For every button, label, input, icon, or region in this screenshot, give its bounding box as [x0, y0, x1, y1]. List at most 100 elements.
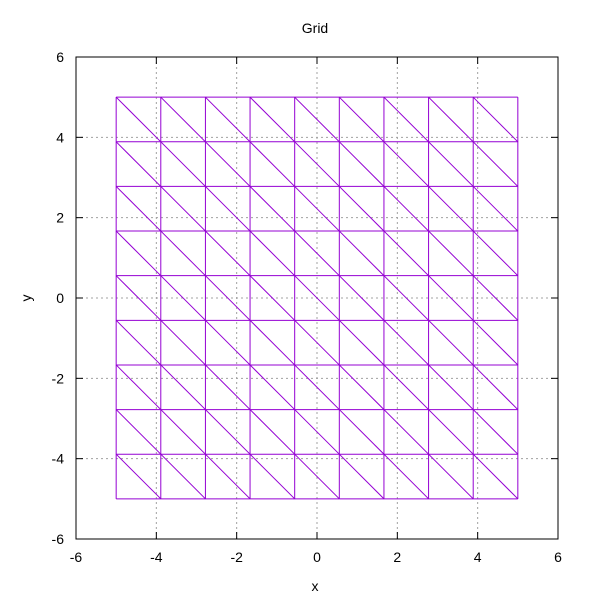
y-tick-label-3: 0: [56, 290, 64, 306]
y-tick-label-0: -6: [52, 531, 65, 547]
mesh-diagonal-7-7: [428, 141, 474, 187]
mesh-diagonal-1-7: [160, 141, 206, 187]
mesh-diagonal-7-8: [428, 96, 474, 143]
mesh-diagonal-0-6: [115, 186, 162, 232]
mesh-diagonal-8-0: [472, 453, 519, 500]
grid-lines: [76, 57, 558, 539]
mesh-diagonal-0-8: [115, 96, 162, 143]
mesh-diagonal-1-4: [160, 275, 206, 321]
mesh-diagonal-7-0: [428, 453, 474, 500]
mesh-diagonal-2-3: [205, 319, 251, 366]
mesh-diagonal-5-4: [338, 275, 385, 321]
mesh-diagonal-6-8: [383, 96, 429, 143]
mesh-diagonal-0-3: [115, 319, 162, 366]
mesh-diagonal-3-2: [249, 364, 296, 410]
mesh-diagonal-1-1: [160, 409, 206, 455]
x-tick-label-5: 4: [474, 549, 482, 565]
mesh-diagonal-8-1: [472, 409, 519, 455]
mesh: [115, 96, 519, 500]
mesh-diagonal-6-0: [383, 453, 429, 500]
mesh-diagonal-3-0: [249, 453, 296, 500]
mesh-diagonal-3-4: [249, 275, 296, 321]
mesh-diagonal-1-8: [160, 96, 206, 143]
mesh-diagonal-4-5: [294, 230, 340, 277]
mesh-diagonal-4-8: [294, 96, 340, 143]
mesh-diagonal-4-3: [294, 319, 340, 366]
mesh-diagonal-6-4: [383, 275, 429, 321]
axis-ticks: [75, 56, 559, 540]
mesh-diagonal-5-2: [338, 364, 385, 410]
x-tick-label-6: 6: [554, 549, 562, 565]
y-tick-label-4: 2: [56, 210, 64, 226]
mesh-diagonal-7-4: [428, 275, 474, 321]
mesh-diagonal-0-0: [115, 453, 162, 500]
mesh-diagonal-5-5: [338, 230, 385, 277]
mesh-diagonal-6-2: [383, 364, 429, 410]
mesh-diagonal-0-2: [115, 364, 162, 410]
mesh-diagonal-3-5: [249, 230, 296, 277]
mesh-diagonal-6-7: [383, 141, 429, 187]
mesh-diagonal-2-1: [205, 409, 251, 455]
mesh-diagonal-4-6: [294, 186, 340, 232]
mesh-diagonal-7-5: [428, 230, 474, 277]
x-tick-label-1: -4: [150, 549, 163, 565]
mesh-diagonal-3-8: [249, 96, 296, 143]
y-tick-label-5: 4: [56, 129, 64, 145]
x-tick-label-3: 0: [313, 549, 321, 565]
mesh-diagonal-4-1: [294, 409, 340, 455]
mesh-diagonal-6-3: [383, 319, 429, 366]
x-tick-label-2: -2: [230, 549, 243, 565]
mesh-diagonal-2-2: [205, 364, 251, 410]
mesh-diagonal-6-5: [383, 230, 429, 277]
mesh-diagonal-2-6: [205, 186, 251, 232]
x-axis-label: x: [312, 578, 319, 594]
mesh-diagonal-3-7: [249, 141, 296, 187]
mesh-diagonal-2-5: [205, 230, 251, 277]
chart-title: Grid: [302, 20, 328, 36]
mesh-diagonal-0-5: [115, 230, 162, 277]
mesh-diagonal-7-1: [428, 409, 474, 455]
mesh-diagonal-8-4: [472, 275, 519, 321]
mesh-diagonal-8-2: [472, 364, 519, 410]
mesh-diagonal-7-6: [428, 186, 474, 232]
mesh-diagonal-5-6: [338, 186, 385, 232]
mesh-diagonal-4-7: [294, 141, 340, 187]
mesh-diagonal-3-6: [249, 186, 296, 232]
mesh-diagonal-8-7: [472, 141, 519, 187]
mesh-diagonal-1-3: [160, 319, 206, 366]
mesh-diagonal-4-0: [294, 453, 340, 500]
mesh-diagonal-2-8: [205, 96, 251, 143]
mesh-diagonal-2-0: [205, 453, 251, 500]
mesh-diagonal-2-4: [205, 275, 251, 321]
mesh-diagonal-4-2: [294, 364, 340, 410]
mesh-diagonal-5-3: [338, 319, 385, 366]
mesh-diagonal-3-1: [249, 409, 296, 455]
mesh-diagonal-7-2: [428, 364, 474, 410]
y-tick-label-6: 6: [56, 49, 64, 65]
y-axis-label: y: [18, 295, 34, 302]
mesh-diagonal-3-3: [249, 319, 296, 366]
x-tick-label-0: -6: [70, 549, 83, 565]
mesh-diagonal-6-6: [383, 186, 429, 232]
mesh-diagonal-0-7: [115, 141, 162, 187]
mesh-diagonal-5-7: [338, 141, 385, 187]
mesh-diagonal-7-3: [428, 319, 474, 366]
mesh-diagonal-1-2: [160, 364, 206, 410]
mesh-diagonal-2-7: [205, 141, 251, 187]
mesh-diagonal-5-1: [338, 409, 385, 455]
mesh-diagonal-0-1: [115, 409, 162, 455]
y-tick-label-2: -2: [52, 370, 65, 386]
mesh-diagonal-1-0: [160, 453, 206, 500]
mesh-diagonal-8-3: [472, 319, 519, 366]
tick-labels: -6 -4 -2 0 2 4 6 -6 -4 -2 0 2 4 6: [52, 49, 563, 565]
mesh-diagonal-8-6: [472, 186, 519, 232]
mesh-diagonal-5-0: [338, 453, 385, 500]
mesh-diagonal-8-5: [472, 230, 519, 277]
mesh-diagonal-4-4: [294, 275, 340, 321]
mesh-diagonal-8-8: [472, 96, 519, 143]
mesh-diagonal-5-8: [338, 96, 385, 143]
mesh-diagonal-6-1: [383, 409, 429, 455]
mesh-diagonal-1-6: [160, 186, 206, 232]
mesh-diagonal-1-5: [160, 230, 206, 277]
